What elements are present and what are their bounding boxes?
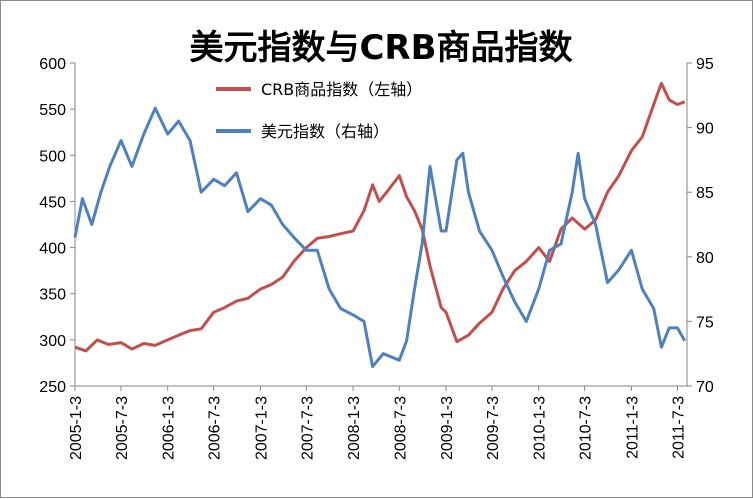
x-axis-tick-label: 2006-7-3 <box>207 396 224 460</box>
right-axis-tick-label: 80 <box>696 250 714 267</box>
us-dollar-index-line <box>73 106 687 369</box>
series-layer <box>73 81 687 369</box>
left-axis-tick-label: 300 <box>39 333 66 350</box>
left-axis-tick-label: 400 <box>39 241 66 258</box>
x-axis-tick-label: 2007-1-3 <box>253 396 270 460</box>
x-axis-tick-label: 2009-1-3 <box>439 396 456 460</box>
right-axis-tick-label: 95 <box>696 56 714 73</box>
legend-label-crb: CRB商品指数（左轴） <box>261 80 422 99</box>
right-axis-tick-label: 70 <box>696 379 714 396</box>
right-axis-tick-label: 90 <box>696 121 714 138</box>
x-axis-tick-label: 2011-7-3 <box>670 396 687 459</box>
x-axis-tick-label: 2005-1-3 <box>68 396 85 460</box>
left-axis-tick-label: 450 <box>39 194 66 211</box>
x-axis-tick-label: 2010-7-3 <box>578 396 595 460</box>
left-axis-tick-label: 600 <box>39 56 66 73</box>
x-axis-tick-label: 2005-7-3 <box>114 396 131 460</box>
right-axis-tick-label: 75 <box>696 314 714 331</box>
crb-commodity-index-line <box>74 81 686 353</box>
legend: CRB商品指数（左轴） 美元指数（右轴） <box>216 80 422 141</box>
chart-title: 美元指数与CRB商品指数 <box>189 28 572 68</box>
left-axis-tick-label: 500 <box>39 148 66 165</box>
x-axis-tick-label: 2010-1-3 <box>532 396 549 460</box>
legend-label-usd-index: 美元指数（右轴） <box>261 122 389 141</box>
left-axis-tick-label: 550 <box>39 102 66 119</box>
x-axis-tick-label: 2007-7-3 <box>299 396 316 460</box>
left-axis-tick-label: 350 <box>39 287 66 304</box>
x-axis-tick-label: 2008-1-3 <box>346 396 363 460</box>
x-axis-tick-label: 2006-1-3 <box>161 396 178 460</box>
x-axis-tick-label: 2011-1-3 <box>624 396 641 459</box>
axes-layer: 250 300 350 400 450 500 550 600 70 75 80 85 90 95 2005… <box>39 56 714 460</box>
left-axis-tick-label: 250 <box>39 379 66 396</box>
x-axis-tick-label: 2008-7-3 <box>392 396 409 460</box>
x-axis-tick-label: 2009-7-3 <box>485 396 502 460</box>
right-axis-tick-label: 85 <box>696 185 714 202</box>
